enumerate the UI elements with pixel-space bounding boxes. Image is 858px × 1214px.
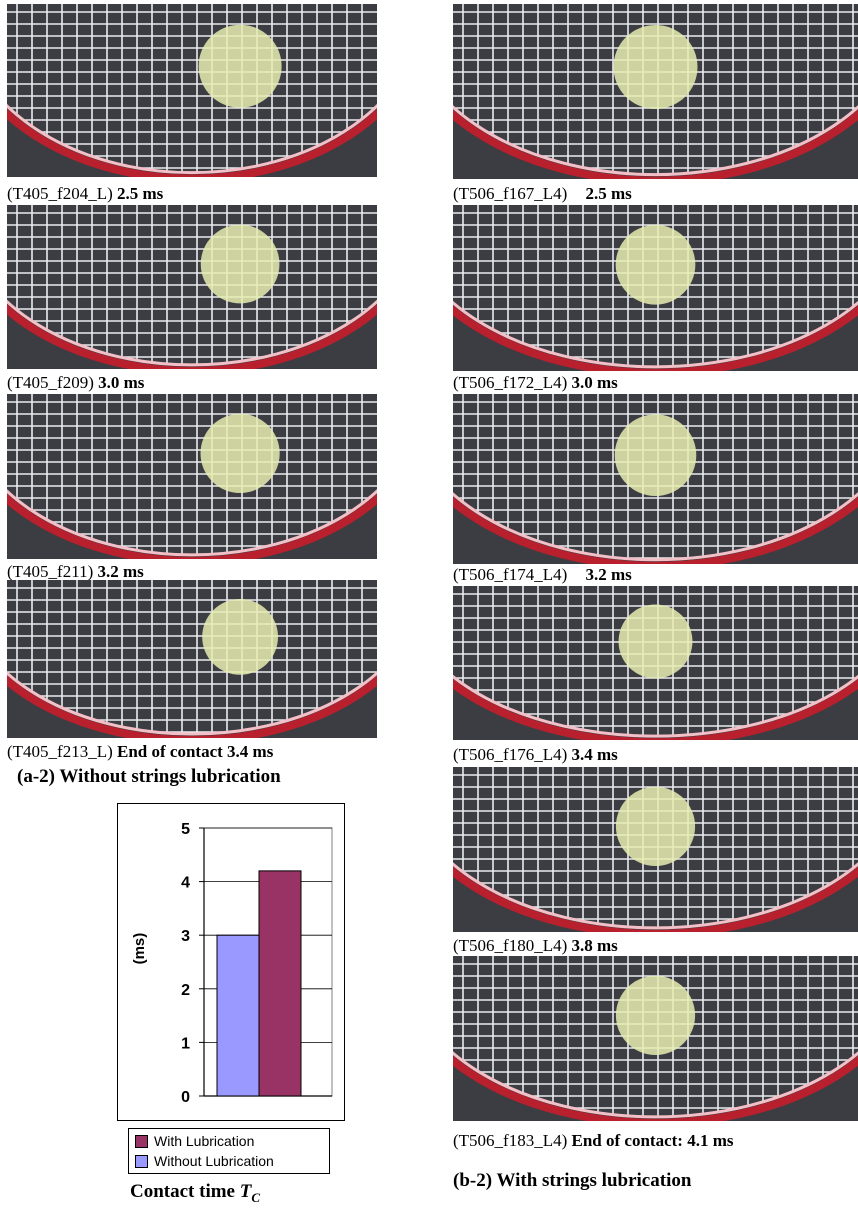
chart-title-symbol: T [239, 1181, 252, 1202]
heading-without-lubrication: (a-2) Without strings lubrication [17, 766, 281, 787]
tennis-ball [200, 413, 280, 493]
caption-id: (T506_f174_L4) [453, 565, 568, 584]
caption-time: 3.2 ms [97, 562, 144, 581]
caption-time: 2.5 ms [117, 184, 164, 203]
caption-time: End of contact: 4.1 ms [571, 1131, 734, 1150]
racket-frame-inner [453, 492, 858, 562]
caption-time: 3.0 ms [571, 373, 618, 392]
photo-frame-left-3 [7, 394, 377, 559]
caption-time: 3.8 ms [571, 936, 618, 955]
caption-time: 3.4 ms [571, 745, 618, 764]
caption-id: (T405_f204_L) [7, 184, 113, 203]
racket-frame-inner [453, 1051, 858, 1119]
chart-title-subscript: C [251, 1189, 261, 1205]
photo-frame-right-5 [453, 767, 858, 932]
racket-photo [453, 205, 858, 371]
y-tick-label: 3 [181, 928, 190, 945]
contact-time-chart: 0 1 2 3 4 5 (ms) [117, 803, 345, 1121]
caption-right-4: (T506_f176_L4) 3.4 ms [453, 746, 618, 763]
caption-left-3: (T405_f211) 3.2 ms [7, 563, 144, 580]
y-axis-label: (ms) [131, 933, 148, 965]
chart-legend: With Lubrication Without Lubrication [128, 1128, 330, 1174]
racket-frame-inner [453, 862, 858, 930]
racket-frame-inner [7, 489, 377, 557]
racket-photo [453, 4, 858, 179]
bar-with-lubrication [258, 870, 302, 1097]
legend-label-with: With Lubrication [154, 1133, 255, 1149]
tennis-ball [615, 975, 696, 1055]
caption-id: (T405_f211) [7, 562, 94, 581]
caption-id: (T506_f167_L4) [453, 184, 568, 203]
caption-id: (T506_f180_L4) [453, 936, 568, 955]
legend-swatch-without [135, 1154, 148, 1168]
racket-photo [7, 394, 377, 559]
racket-photo [453, 394, 858, 564]
tennis-ball [618, 604, 693, 679]
caption-time: 3.0 ms [98, 373, 145, 392]
tennis-ball [613, 25, 698, 109]
caption-left-4: (T405_f213_L) End of contact 3.4 ms [7, 743, 273, 760]
string-bed [7, 580, 377, 735]
photo-frame-right-3 [453, 394, 858, 564]
caption-right-6: (T506_f183_L4) End of contact: 4.1 ms [453, 1132, 733, 1149]
racket-frame-inner [7, 103, 377, 175]
y-tick-label: 2 [181, 982, 190, 999]
caption-right-1: (T506_f167_L4) 2.5 ms [453, 185, 632, 202]
string-bed [7, 394, 377, 555]
photo-frame-right-2 [453, 205, 858, 371]
y-tick-label: 5 [181, 821, 190, 838]
caption-id: (T506_f172_L4) [453, 373, 568, 392]
tennis-ball [198, 24, 282, 108]
caption-right-3: (T506_f174_L4) 3.2 ms [453, 566, 632, 583]
racket-frame-inner [7, 670, 377, 736]
racket-photo [453, 767, 858, 932]
photo-frame-right-6 [453, 956, 858, 1121]
racket-frame-inner [453, 300, 858, 369]
legend-item-with: With Lubrication [135, 1133, 254, 1149]
racket-photo [453, 586, 858, 740]
caption-time: End of contact 3.4 ms [117, 742, 274, 761]
legend-label-without: Without Lubrication [154, 1153, 274, 1169]
caption-id: (T506_f183_L4) [453, 1131, 568, 1150]
tennis-ball [614, 414, 697, 496]
racket-photo [7, 4, 377, 177]
tennis-ball [202, 598, 279, 675]
y-tick-label: 0 [181, 1089, 190, 1106]
racket-frame-inner [7, 299, 377, 367]
caption-right-2: (T506_f172_L4) 3.0 ms [453, 374, 618, 391]
racket-photo [7, 580, 377, 738]
photo-frame-right-1 [453, 4, 858, 179]
caption-time: 2.5 ms [585, 184, 632, 203]
y-tick-label: 4 [181, 875, 190, 892]
heading-with-lubrication: (b-2) With strings lubrication [453, 1170, 692, 1191]
photo-frame-left-1 [7, 4, 377, 177]
photo-frame-left-2 [7, 205, 377, 369]
chart-title-text: Contact time [130, 1181, 240, 1202]
tennis-ball [615, 224, 696, 305]
bar-without-lubrication [216, 934, 260, 1097]
tennis-ball [615, 786, 696, 866]
caption-time: 3.2 ms [585, 565, 632, 584]
y-tick-label: 1 [181, 1035, 190, 1052]
string-bed [453, 4, 858, 175]
legend-item-without: Without Lubrication [135, 1153, 274, 1169]
racket-photo [453, 956, 858, 1121]
chart-title: Contact time TC [130, 1181, 260, 1206]
tennis-ball [200, 224, 280, 304]
caption-left-2: (T405_f209) 3.0 ms [7, 374, 144, 391]
caption-id: (T506_f176_L4) [453, 745, 568, 764]
caption-right-5: (T506_f180_L4) 3.8 ms [453, 937, 618, 954]
caption-left-1: (T405_f204_L) 2.5 ms [7, 185, 163, 202]
legend-swatch-with [135, 1134, 148, 1148]
caption-id: (T405_f209) [7, 373, 94, 392]
photo-frame-right-4 [453, 586, 858, 740]
caption-id: (T405_f213_L) [7, 742, 113, 761]
racket-frame-inner [453, 674, 858, 738]
racket-frame-inner [453, 104, 858, 177]
chart-svg: 0 1 2 3 4 5 (ms) [131, 821, 333, 1106]
racket-photo [7, 205, 377, 369]
photo-frame-left-4 [7, 580, 377, 738]
